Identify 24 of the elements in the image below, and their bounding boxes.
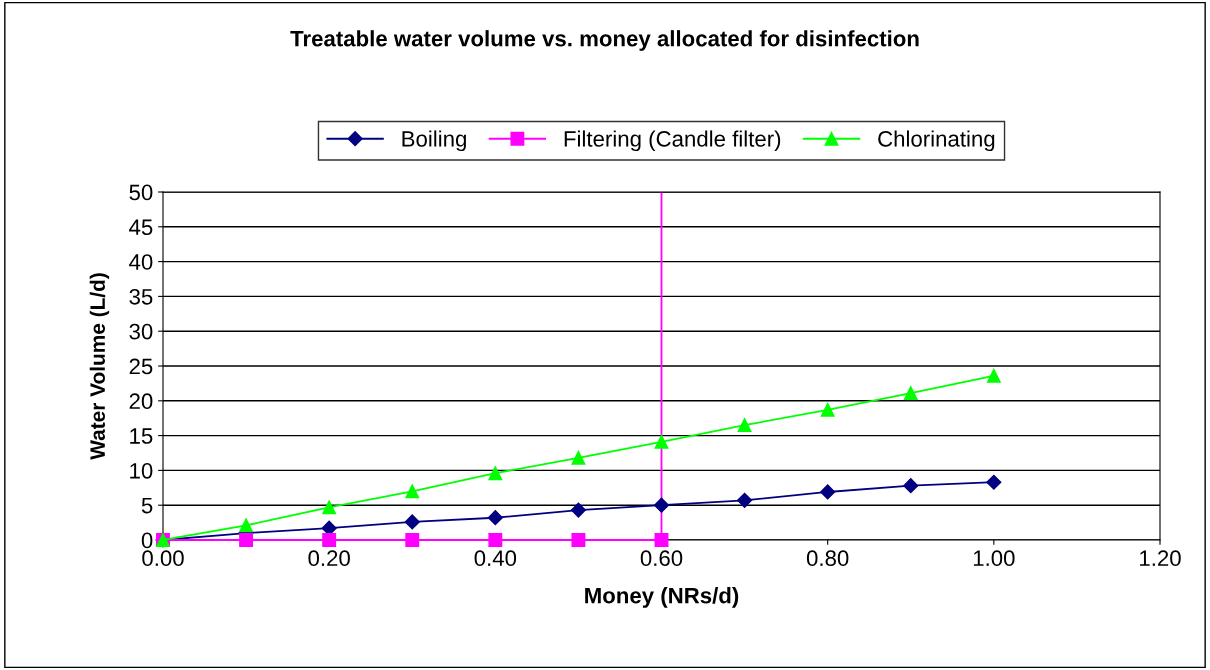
- x-tick-label: 0.80: [806, 550, 849, 567]
- chart-title: Treatable water volume vs. money allocated for disinfection: [290, 30, 919, 51]
- x-axis-title: Money (NRs/d): [585, 587, 739, 608]
- legend-label: Chlorinating: [878, 130, 995, 152]
- x-tick-label: 1.20: [1140, 550, 1181, 567]
- y-tick-label: 0: [141, 532, 153, 549]
- y-tick-label: 25: [129, 358, 153, 375]
- y-tick-label: 15: [130, 428, 153, 444]
- y-tick-label: 30: [129, 323, 153, 340]
- x-tick-label: 0.20: [308, 550, 350, 567]
- x-tick-label: 1.00: [973, 550, 1015, 567]
- legend-label: Filtering (Candle filter): [564, 130, 781, 152]
- y-tick-label: 5: [141, 497, 153, 514]
- y-axis-title: Water Volume (L/d): [89, 273, 110, 460]
- x-tick-label: 0.40: [474, 550, 517, 567]
- legend-label: Boiling: [402, 130, 466, 152]
- x-tick-label: 0.60: [640, 550, 683, 567]
- y-tick-label: 50: [129, 184, 153, 201]
- y-tick-label: 20: [129, 393, 153, 410]
- y-tick-label: 40: [129, 254, 153, 270]
- y-tick-label: 45: [129, 219, 153, 236]
- y-tick-label: 35: [129, 288, 153, 305]
- x-tick-label: 0.00: [142, 550, 184, 567]
- y-tick-label: 10: [130, 462, 153, 479]
